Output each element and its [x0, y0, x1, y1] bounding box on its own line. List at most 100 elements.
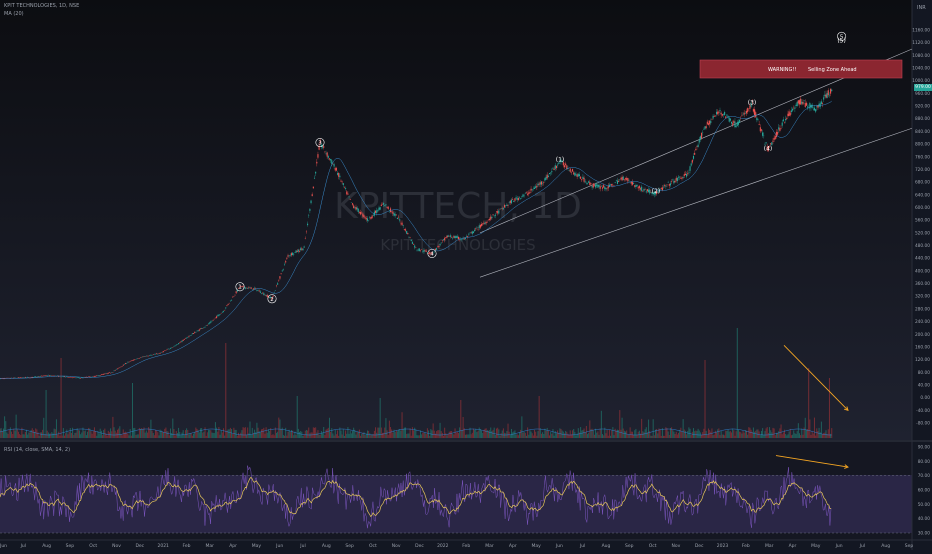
volume-bar: [525, 433, 526, 438]
volume-bar: [456, 432, 457, 438]
volume-bar: [173, 429, 174, 438]
volume-bar: [122, 435, 123, 438]
candle-body: [547, 175, 548, 179]
volume-bar: [76, 433, 77, 438]
volume-bar: [664, 436, 665, 438]
candle-body: [397, 218, 398, 219]
rsi-tick-label: 30.00: [918, 531, 931, 537]
candle-body: [648, 190, 649, 192]
volume-bar: [714, 435, 715, 438]
candle-body: [188, 336, 189, 337]
rsi-tick-label: 90.00: [918, 445, 931, 451]
volume-bar: [92, 434, 93, 438]
volume-bar: [308, 428, 309, 438]
volume-bar: [164, 429, 165, 438]
candle-body: [701, 133, 702, 138]
volume-bar: [643, 432, 644, 438]
volume-bar: [588, 433, 589, 438]
candle-body: [681, 178, 682, 179]
candle-body: [101, 375, 102, 376]
volume-bar: [646, 427, 647, 438]
volume-bar: [178, 428, 179, 438]
volume-bar: [214, 433, 215, 438]
volume-bar: [377, 428, 378, 438]
time-tick-label: Dec: [415, 543, 424, 549]
volume-bar: [722, 435, 723, 438]
candle-body: [317, 154, 318, 158]
candle-body: [732, 123, 733, 125]
volume-bar: [703, 429, 704, 438]
volume-bar: [527, 427, 528, 438]
volume-bar: [748, 427, 749, 438]
volume-bar: [389, 421, 390, 438]
candle-body: [797, 102, 798, 106]
candle-body: [340, 181, 341, 182]
candle-body: [103, 374, 104, 375]
volume-bar: [170, 429, 171, 438]
candle-body: [824, 95, 825, 96]
volume-bar: [726, 431, 727, 438]
volume-bar: [672, 430, 673, 438]
candle-body: [635, 185, 636, 187]
candle-body: [604, 187, 605, 189]
candle-body: [581, 179, 582, 180]
candle-body: [245, 287, 246, 288]
candle-body: [186, 338, 187, 339]
volume-bar: [561, 429, 562, 438]
volume-bar: [720, 435, 721, 438]
candle-body: [585, 181, 586, 182]
volume-bar: [433, 423, 434, 438]
volume-bar: [175, 436, 176, 438]
volume-bar: [531, 432, 532, 438]
candle-body: [378, 208, 379, 210]
volume-bar: [667, 428, 668, 438]
wave-label: (4): [764, 145, 773, 152]
volume-bar: [814, 418, 815, 438]
volume-bar: [634, 430, 635, 438]
volume-bar: [796, 434, 797, 438]
candle-body: [529, 192, 530, 193]
volume-bar: [95, 431, 96, 438]
candle-body: [707, 122, 708, 125]
candle-body: [181, 341, 182, 342]
volume-bar: [86, 435, 87, 438]
volume-bar: [39, 436, 40, 438]
candle-body: [831, 90, 832, 92]
volume-bar: [797, 431, 798, 438]
candle-body: [315, 172, 316, 174]
candle-body: [556, 166, 557, 168]
volume-bar: [775, 435, 776, 438]
wave-label-text: (5): [837, 38, 846, 45]
volume-bar: [4, 416, 5, 438]
candle-body: [554, 169, 555, 170]
price-tick-label: 560.00: [915, 218, 930, 224]
candle-body: [263, 293, 264, 295]
volume-bar: [343, 429, 344, 438]
candle-body: [184, 339, 185, 340]
volume-bar: [8, 434, 9, 438]
volume-bar: [345, 431, 346, 438]
candle-body: [498, 210, 499, 213]
volume-bar: [762, 428, 763, 438]
candle-body: [588, 181, 589, 182]
candle-body: [744, 113, 745, 115]
volume-bar: [736, 431, 737, 438]
volume-bar: [273, 434, 274, 438]
volume-bar: [677, 435, 678, 439]
candle-body: [699, 140, 700, 143]
candle-body: [801, 102, 802, 104]
volume-bar: [407, 434, 408, 438]
candle-body: [633, 183, 634, 184]
volume-bar: [811, 435, 812, 438]
volume-bar: [411, 436, 412, 438]
volume-bar: [87, 432, 88, 438]
candle-body: [403, 225, 404, 226]
candle-body: [393, 213, 394, 216]
rsi-tick-label: 80.00: [918, 459, 931, 465]
candle-body: [398, 217, 399, 218]
volume-bar: [455, 428, 456, 438]
candle-body: [573, 172, 574, 174]
